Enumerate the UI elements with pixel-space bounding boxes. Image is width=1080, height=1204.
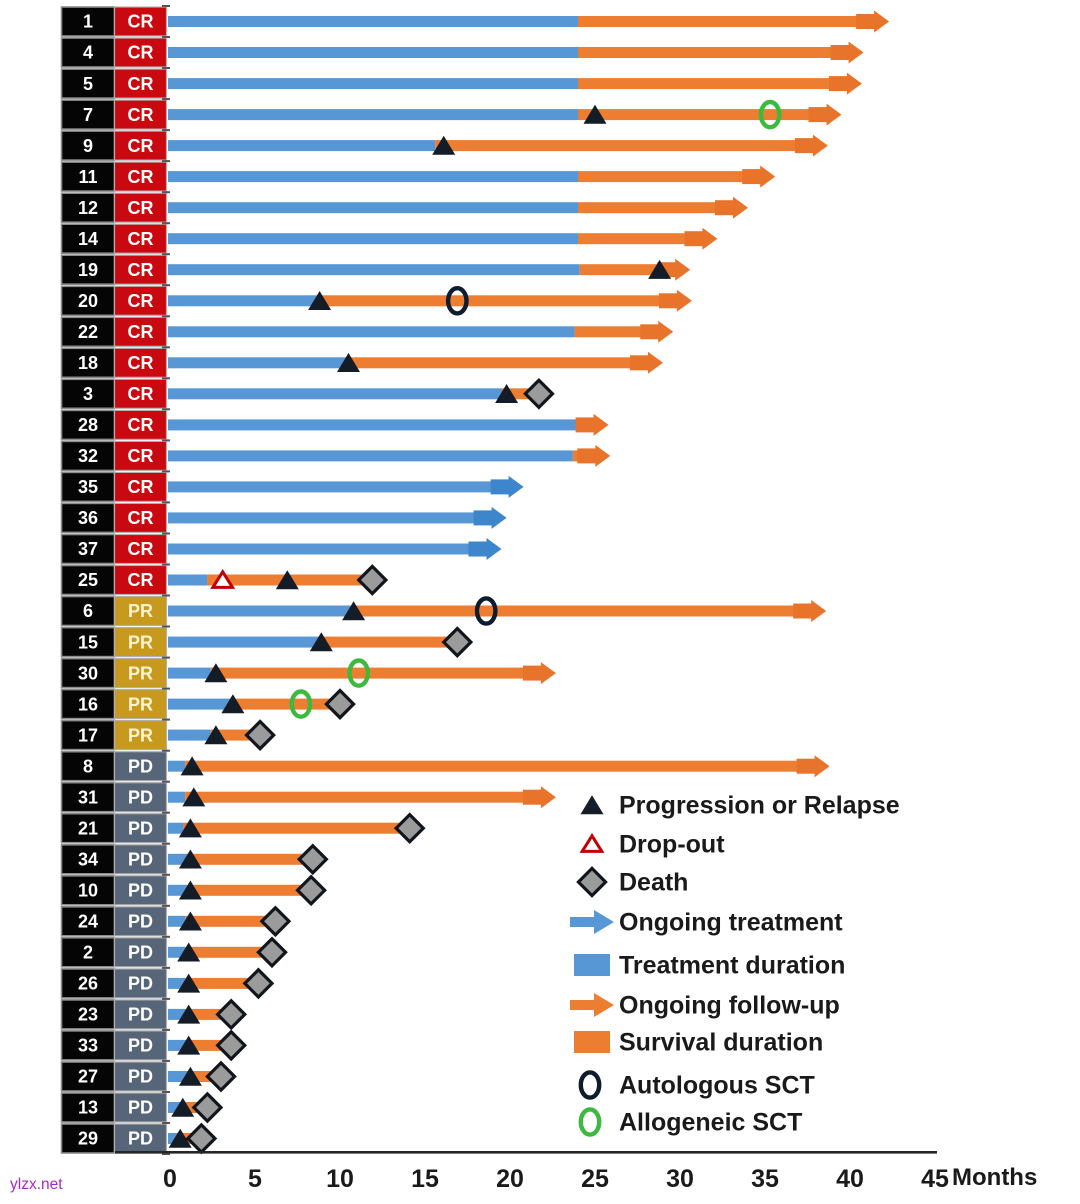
svg-text:40: 40 [836, 1165, 864, 1193]
svg-text:31: 31 [78, 787, 98, 807]
svg-text:28: 28 [78, 415, 98, 435]
svg-text:22: 22 [78, 322, 98, 342]
svg-text:35: 35 [78, 477, 98, 497]
svg-text:3: 3 [83, 384, 93, 404]
svg-text:10: 10 [78, 881, 98, 901]
svg-text:18: 18 [78, 353, 98, 373]
svg-text:CR: CR [128, 508, 154, 528]
svg-text:CR: CR [128, 105, 154, 125]
svg-text:20: 20 [496, 1165, 524, 1193]
svg-text:PD: PD [128, 881, 153, 901]
svg-text:32: 32 [78, 446, 98, 466]
svg-text:25: 25 [581, 1165, 609, 1193]
svg-text:19: 19 [78, 260, 98, 280]
svg-text:14: 14 [78, 229, 98, 249]
svg-text:4: 4 [83, 43, 93, 63]
svg-text:ylzx.net: ylzx.net [10, 1176, 63, 1193]
svg-text:CR: CR [128, 167, 154, 187]
svg-text:20: 20 [78, 291, 98, 311]
svg-text:PD: PD [128, 974, 153, 994]
svg-text:8: 8 [83, 756, 93, 776]
svg-text:PR: PR [128, 601, 153, 621]
svg-text:Months: Months [952, 1164, 1037, 1191]
svg-text:CR: CR [128, 446, 154, 466]
svg-text:36: 36 [78, 508, 98, 528]
svg-text:PR: PR [128, 663, 153, 683]
svg-text:30: 30 [78, 663, 98, 683]
svg-text:PR: PR [128, 725, 153, 745]
svg-text:Ongoing follow-up: Ongoing follow-up [619, 992, 840, 1020]
svg-text:Treatment duration: Treatment duration [619, 952, 845, 980]
svg-text:PD: PD [128, 756, 153, 776]
svg-text:PD: PD [128, 1067, 153, 1087]
svg-text:1: 1 [83, 12, 93, 32]
svg-text:CR: CR [128, 291, 154, 311]
svg-text:37: 37 [78, 539, 98, 559]
svg-text:17: 17 [78, 725, 98, 745]
svg-text:PD: PD [128, 787, 153, 807]
svg-text:15: 15 [78, 632, 98, 652]
svg-text:Survival duration: Survival duration [619, 1029, 823, 1057]
svg-text:12: 12 [78, 198, 98, 218]
svg-text:26: 26 [78, 974, 98, 994]
svg-text:35: 35 [751, 1165, 779, 1193]
svg-text:CR: CR [128, 260, 154, 280]
svg-text:23: 23 [78, 1005, 98, 1025]
svg-text:13: 13 [78, 1098, 98, 1118]
svg-text:29: 29 [78, 1129, 98, 1149]
svg-text:27: 27 [78, 1067, 98, 1087]
svg-text:7: 7 [83, 105, 93, 125]
svg-text:11: 11 [78, 167, 97, 187]
svg-text:PD: PD [128, 1036, 153, 1056]
svg-text:PR: PR [128, 632, 153, 652]
svg-text:5: 5 [248, 1165, 262, 1193]
svg-text:Progression or Relapse: Progression or Relapse [619, 792, 900, 820]
svg-text:6: 6 [83, 601, 93, 621]
svg-text:PD: PD [128, 1098, 153, 1118]
svg-text:Drop-out: Drop-out [619, 831, 725, 859]
svg-text:Ongoing treatment: Ongoing treatment [619, 909, 843, 937]
svg-text:CR: CR [128, 322, 154, 342]
svg-text:CR: CR [128, 136, 154, 156]
svg-text:PD: PD [128, 912, 153, 932]
svg-text:16: 16 [78, 694, 98, 714]
svg-text:Death: Death [619, 869, 688, 897]
svg-text:CR: CR [128, 229, 154, 249]
svg-text:9: 9 [83, 136, 93, 156]
svg-text:21: 21 [78, 818, 98, 838]
svg-text:10: 10 [326, 1165, 354, 1193]
svg-text:CR: CR [128, 477, 154, 497]
svg-text:34: 34 [78, 850, 98, 870]
svg-text:PR: PR [128, 694, 153, 714]
svg-text:CR: CR [128, 539, 154, 559]
svg-text:30: 30 [666, 1165, 694, 1193]
svg-text:CR: CR [128, 570, 154, 590]
svg-text:CR: CR [128, 43, 154, 63]
svg-text:PD: PD [128, 943, 153, 963]
svg-text:PD: PD [128, 1005, 153, 1025]
svg-text:45: 45 [921, 1165, 949, 1193]
svg-text:CR: CR [128, 353, 154, 373]
svg-text:24: 24 [78, 912, 98, 932]
svg-text:PD: PD [128, 850, 153, 870]
svg-text:PD: PD [128, 1129, 153, 1149]
svg-text:Allogeneic SCT: Allogeneic SCT [619, 1109, 802, 1137]
svg-text:CR: CR [128, 198, 154, 218]
svg-text:CR: CR [128, 74, 154, 94]
svg-text:0: 0 [163, 1165, 177, 1193]
svg-text:CR: CR [128, 12, 154, 32]
svg-text:2: 2 [83, 943, 93, 963]
svg-text:25: 25 [78, 570, 98, 590]
svg-text:PD: PD [128, 818, 153, 838]
svg-text:Autologous SCT: Autologous SCT [619, 1072, 815, 1100]
svg-text:CR: CR [128, 415, 154, 435]
svg-text:5: 5 [83, 74, 93, 94]
svg-text:15: 15 [411, 1165, 439, 1193]
svg-text:33: 33 [78, 1036, 98, 1056]
svg-text:CR: CR [128, 384, 154, 404]
